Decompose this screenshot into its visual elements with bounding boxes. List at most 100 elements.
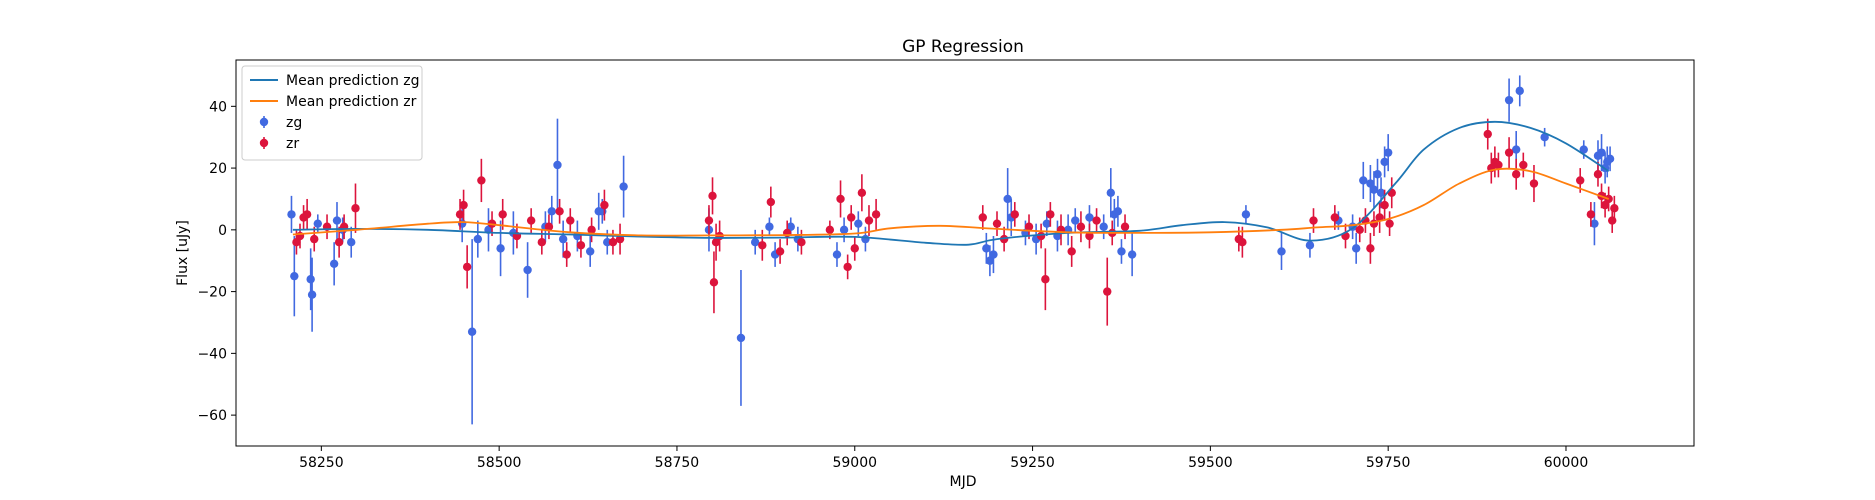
data-point-zr [1120, 222, 1130, 231]
data-point-zr [1092, 216, 1101, 225]
data-point-zg [347, 237, 356, 247]
data-point-zg [1359, 176, 1368, 185]
data-point-zg [1383, 148, 1393, 157]
data-point-zg [1351, 244, 1361, 253]
data-point-zg [1127, 250, 1137, 259]
data-point-zr [351, 204, 360, 213]
data-point-zr [302, 210, 312, 219]
series-zr [292, 118, 1619, 326]
data-point-zg [1380, 157, 1389, 167]
data-point-zg [1003, 194, 1012, 204]
data-point-zg [839, 225, 849, 235]
data-point-zr [1024, 222, 1034, 231]
data-point-zr [847, 213, 856, 222]
data-point-zg [1579, 145, 1588, 154]
data-point-zg [473, 234, 483, 244]
data-point-zr [1600, 200, 1610, 210]
legend-box [241, 65, 423, 161]
plot-area [287, 75, 1619, 425]
data-point-zr [1519, 160, 1528, 170]
x-tick-label: 59750 [1366, 455, 1411, 471]
data-point-zg [861, 234, 870, 244]
legend-label-mean-prediction-zg: Mean prediction zg [286, 73, 420, 89]
data-point-zg [1042, 219, 1051, 228]
data-point-zg [985, 256, 995, 265]
data-point-zr [708, 191, 717, 201]
data-point-zr [555, 207, 564, 216]
data-point-zr [576, 241, 586, 250]
y-tick-label: −20 [197, 285, 227, 301]
data-point-zg [1071, 216, 1080, 225]
legend-swatch-zr [259, 138, 269, 148]
data-point-zr [537, 237, 547, 247]
data-point-zg [1085, 213, 1094, 222]
data-point-zr [562, 250, 571, 259]
data-point-zg [989, 250, 998, 259]
data-point-zr [1103, 287, 1112, 296]
data-point-zr [1041, 275, 1050, 284]
data-point-zg [765, 222, 774, 231]
data-point-zr [600, 200, 609, 210]
data-point-zr [1085, 231, 1094, 241]
data-point-zg [854, 219, 863, 228]
data-point-zg [786, 222, 795, 231]
data-point-zg [1590, 219, 1599, 228]
data-point-zg [313, 219, 322, 228]
data-point-zr [978, 213, 987, 222]
data-point-zg [1515, 86, 1524, 96]
data-point-zg [467, 327, 477, 336]
x-tick-label: 59000 [832, 455, 877, 471]
data-point-zg [1305, 241, 1315, 250]
data-point-zr [1076, 222, 1086, 231]
data-point-zg [1376, 188, 1386, 197]
data-point-zr [1330, 213, 1340, 222]
data-point-zg [307, 290, 317, 299]
data-point-zr [455, 210, 465, 219]
data-point-zg [1369, 185, 1379, 194]
line-mean-prediction-zr [292, 167, 1610, 237]
data-point-zr [566, 216, 575, 225]
data-point-zr [1586, 210, 1596, 219]
legend-label-mean-prediction-zr: Mean prediction zr [286, 94, 417, 110]
data-point-zr [704, 216, 714, 225]
data-point-zr [526, 216, 536, 225]
data-point-zg [585, 247, 595, 256]
data-point-zg [736, 333, 746, 343]
data-point-zg [329, 259, 339, 269]
data-point-zr [709, 278, 719, 287]
data-point-zr [1529, 179, 1539, 188]
data-point-zr [477, 176, 486, 185]
data-point-zr [1355, 225, 1364, 235]
data-point-zr [1375, 213, 1384, 222]
data-point-zg [1373, 170, 1382, 179]
data-point-zg [982, 244, 991, 253]
data-point-zg [1540, 133, 1549, 142]
x-tick-label: 58500 [477, 455, 522, 471]
data-point-zr [797, 237, 806, 247]
data-point-zg [1504, 95, 1514, 105]
data-point-zg [619, 182, 628, 191]
data-point-zr [1608, 216, 1617, 225]
data-point-zg [1099, 222, 1108, 231]
data-point-zr [871, 210, 881, 219]
data-point-zg [457, 219, 467, 228]
data-point-zg [553, 160, 562, 170]
data-point-zr [459, 200, 468, 210]
data-point-zg [1241, 210, 1251, 219]
data-point-zg [1106, 188, 1116, 197]
data-point-zr [1067, 247, 1076, 256]
data-point-zr [1366, 244, 1375, 253]
data-point-zg [290, 271, 299, 281]
data-point-zr [1238, 237, 1247, 247]
data-point-zg [306, 275, 315, 284]
x-axis: 58250 58500 58750 59000 59250 59500 59750 60000 [299, 446, 1588, 471]
data-point-zg [1277, 247, 1286, 256]
data-point-zg [750, 237, 760, 247]
x-tick-label: 59250 [1010, 455, 1055, 471]
data-point-zr [758, 241, 767, 250]
data-point-zr [1494, 160, 1503, 170]
data-point-zg [496, 244, 505, 253]
data-point-zr [992, 219, 1002, 228]
plot-frame [235, 59, 1695, 447]
